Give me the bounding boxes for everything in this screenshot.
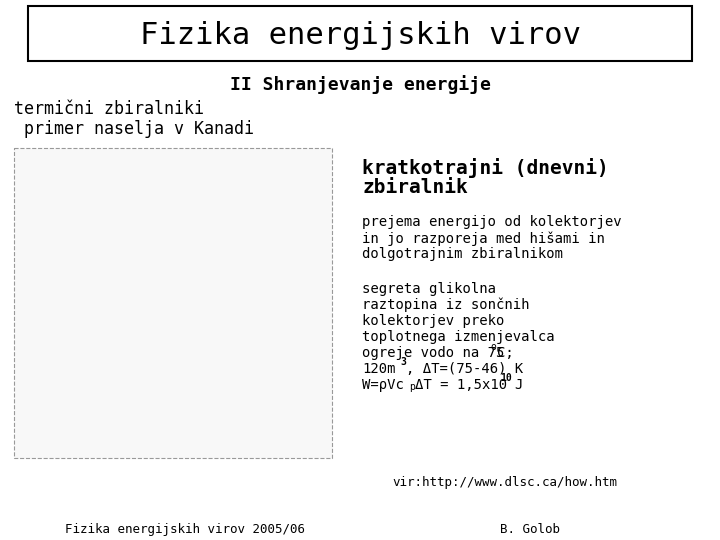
Text: C;: C;: [497, 346, 514, 360]
Text: ogreje vodo na 75: ogreje vodo na 75: [362, 346, 505, 360]
Text: dolgotrajnim zbiralnikom: dolgotrajnim zbiralnikom: [362, 247, 563, 261]
Text: primer naselja v Kanadi: primer naselja v Kanadi: [14, 120, 254, 138]
Text: 120m: 120m: [362, 362, 395, 376]
Text: termični zbiralniki: termični zbiralniki: [14, 100, 204, 118]
Text: Fizika energijskih virov 2005/06: Fizika energijskih virov 2005/06: [65, 523, 305, 536]
Text: segreta glikolna: segreta glikolna: [362, 282, 496, 296]
Text: B. Golob: B. Golob: [500, 523, 560, 536]
FancyBboxPatch shape: [14, 148, 332, 458]
Text: o: o: [490, 342, 496, 352]
Text: , ΔT=(75-46) K: , ΔT=(75-46) K: [406, 362, 523, 376]
FancyBboxPatch shape: [28, 6, 692, 61]
Text: zbiralnik: zbiralnik: [362, 178, 468, 197]
Text: ΔT = 1,5x10: ΔT = 1,5x10: [415, 378, 507, 392]
Text: 3: 3: [400, 357, 406, 367]
Text: Fizika energijskih virov: Fizika energijskih virov: [140, 21, 580, 50]
Text: p: p: [409, 382, 415, 392]
Text: in jo razporeja med hišami in: in jo razporeja med hišami in: [362, 231, 605, 246]
Text: raztopina iz sončnih: raztopina iz sončnih: [362, 298, 529, 313]
Text: kratkotrajni (dnevni): kratkotrajni (dnevni): [362, 158, 608, 178]
Text: toplotnega izmenjevalca: toplotnega izmenjevalca: [362, 330, 554, 344]
Text: prejema energijo od kolektorjev: prejema energijo od kolektorjev: [362, 215, 621, 229]
Text: kolektorjev preko: kolektorjev preko: [362, 314, 505, 328]
Text: vir:http://www.dlsc.ca/how.htm: vir:http://www.dlsc.ca/how.htm: [392, 476, 617, 489]
Text: J: J: [514, 378, 523, 392]
Text: W=ρVc: W=ρVc: [362, 378, 404, 392]
Text: 10: 10: [500, 373, 512, 383]
Text: II Shranjevanje energije: II Shranjevanje energije: [230, 75, 490, 94]
